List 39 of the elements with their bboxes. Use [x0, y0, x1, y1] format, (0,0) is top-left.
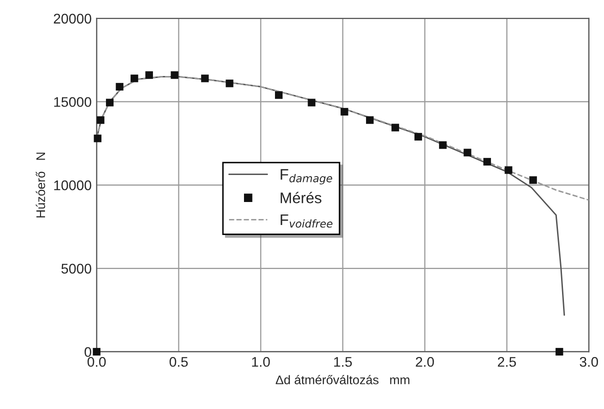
point: [391, 124, 400, 132]
point: [464, 148, 472, 156]
point: [556, 348, 564, 356]
point: [96, 116, 104, 124]
point: [483, 158, 491, 166]
point: [414, 132, 422, 141]
x-tick-label: 3.0: [580, 356, 598, 367]
point: [529, 176, 537, 184]
legend-label: F$_{damage}$: [280, 169, 332, 184]
point: [130, 74, 138, 82]
x-tick-label: 0.5: [170, 356, 188, 367]
x-tick-label: 2.0: [416, 356, 434, 367]
y-tick-label: 0: [84, 347, 92, 357]
point: [106, 98, 114, 106]
point: [366, 116, 374, 124]
y-tick-label: 5000: [61, 264, 92, 274]
y-tick-label: 10000: [54, 180, 92, 190]
point: [170, 71, 178, 79]
legend-label: Mérés: [280, 192, 322, 204]
x-tick-label: 0.0: [88, 356, 106, 367]
point: [340, 108, 348, 116]
point: [201, 74, 209, 82]
point: [308, 98, 316, 106]
x-axis-title: Δd átmérőváltozás mm: [276, 374, 410, 384]
point: [145, 71, 153, 79]
y-tick-label: 15000: [54, 97, 92, 107]
x-tick-label: 1.5: [334, 357, 352, 367]
point: [94, 134, 102, 142]
point: [226, 80, 234, 88]
y-tick-label: 20000: [54, 14, 92, 24]
point: [92, 348, 100, 356]
point: [439, 141, 447, 149]
point: [274, 91, 283, 99]
x-tick-label: 1.0: [252, 356, 270, 367]
point: [504, 166, 512, 174]
point: [116, 82, 124, 91]
y-axis-title: Húzóerő N: [36, 152, 46, 218]
legend-label: F$_{voidfree}$: [280, 214, 332, 228]
x-tick-label: 2.5: [498, 356, 516, 367]
